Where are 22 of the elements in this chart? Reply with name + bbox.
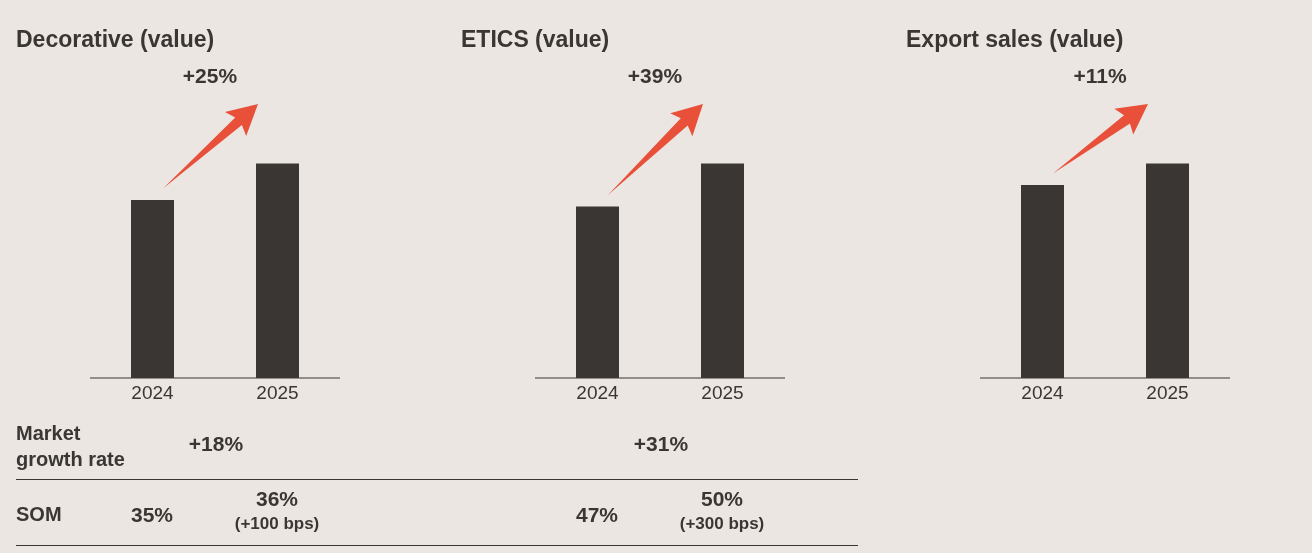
text: 50% [700,487,744,511]
x-tick-label: 2024 [131,382,175,404]
text: 35% [130,503,174,527]
x-tick-label: 2024 [576,382,620,404]
chart-title: Export sales (value) [906,26,1124,53]
text: 36% [255,487,299,511]
text: +25% [182,63,238,88]
text: +11% [1073,63,1127,88]
text: +18% [188,432,244,456]
x-tick-label: 2025 [256,382,299,404]
text: +39% [627,63,683,88]
x-tick-label: 2025 [1146,382,1189,404]
text: Market growth rate [16,421,126,472]
text: SOM [16,503,62,526]
x-tick-label: 2025 [701,382,744,404]
text: +31% [633,432,689,456]
text: 47% [575,503,619,527]
chart-title: ETICS (value) [461,26,610,53]
text: (+300 bps) [679,514,765,534]
x-tick-label: 2024 [1021,382,1065,404]
text: (+100 bps) [234,514,320,534]
chart-title: Decorative (value) [16,26,215,53]
